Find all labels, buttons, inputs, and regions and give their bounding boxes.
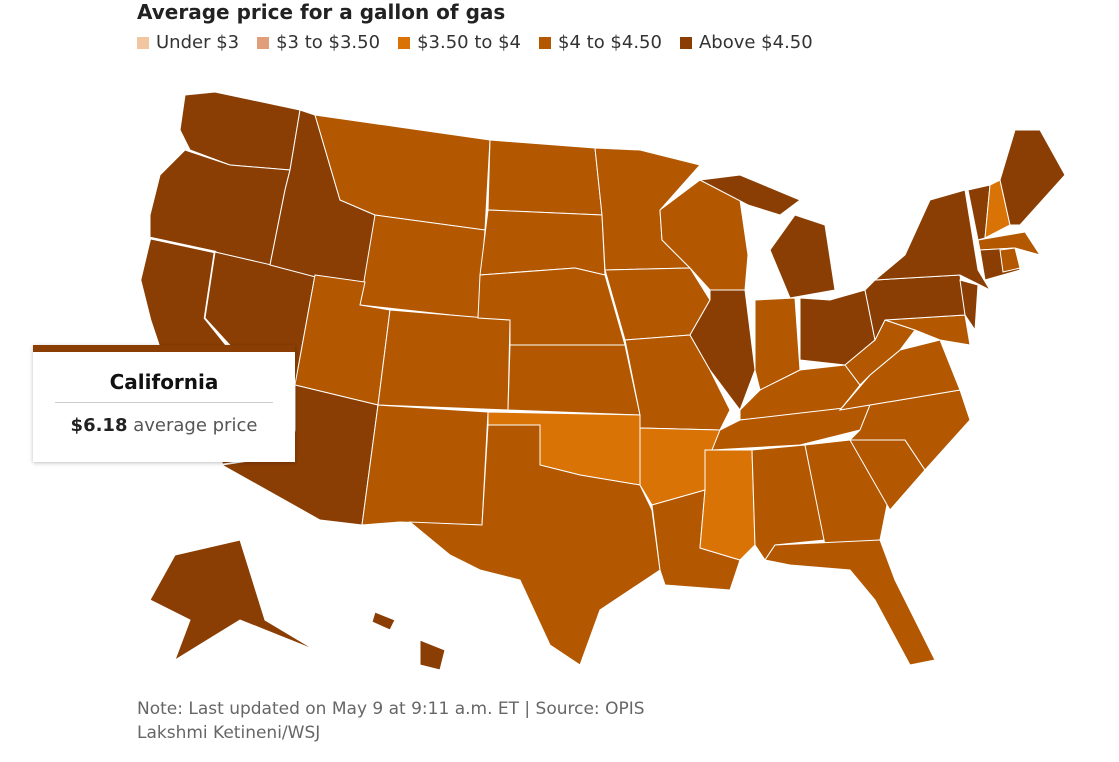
legend-swatch (679, 36, 692, 49)
state (507, 344, 641, 416)
state (873, 189, 992, 292)
legend-item: $3 to $3.50 (257, 32, 380, 53)
note: Note: Last updated on May 9 at 9:11 a.m.… (137, 699, 645, 719)
tooltip-text: average price (133, 415, 258, 436)
state (149, 539, 316, 662)
legend-item: Above $4.50 (679, 32, 813, 53)
state (689, 289, 756, 412)
legend-item: $3.50 to $4 (398, 32, 521, 53)
state (764, 539, 936, 666)
legend-swatch (539, 36, 552, 49)
legend-item: Under $3 (137, 32, 239, 53)
legend-label: $3 to $3.50 (276, 32, 381, 53)
state (769, 214, 836, 299)
state (999, 247, 1021, 273)
legend-swatch (137, 36, 149, 49)
legend-swatch (257, 36, 270, 49)
state (487, 139, 603, 216)
legend-label: Under $3 (156, 32, 240, 53)
tooltip-price: $6.18 (70, 415, 128, 436)
state (699, 449, 756, 561)
state (977, 231, 1042, 256)
state (377, 309, 511, 411)
state (361, 404, 489, 526)
legend-item: $4 to $4.50 (539, 32, 662, 53)
legend-label: $4 to $4.50 (558, 32, 662, 53)
state (359, 214, 486, 319)
state (479, 209, 606, 276)
tooltip: California $6.18 average price (33, 345, 295, 462)
state (419, 639, 446, 671)
state (371, 611, 396, 631)
title: Average price for a gallon of gas (137, 0, 506, 24)
state (999, 129, 1066, 226)
state (959, 279, 979, 332)
footnote: Note: Last updated on May 9 at 9:11 a.m.… (137, 697, 645, 745)
legend: Under $3 $3 to $3.50 $3.50 to $4 $4 to $4.5… (137, 32, 813, 53)
tooltip-line: $6.18 average price (33, 415, 295, 436)
legend-swatch (398, 36, 411, 49)
tooltip-title: California (109, 370, 219, 394)
credit: Lakshmi Ketineni/WSJ (137, 723, 321, 743)
legend-label: Above $4.50 (698, 32, 813, 53)
state (408, 424, 661, 666)
legend-label: $3.50 to $4 (417, 32, 522, 53)
state (698, 174, 801, 216)
map (138, 91, 1066, 671)
